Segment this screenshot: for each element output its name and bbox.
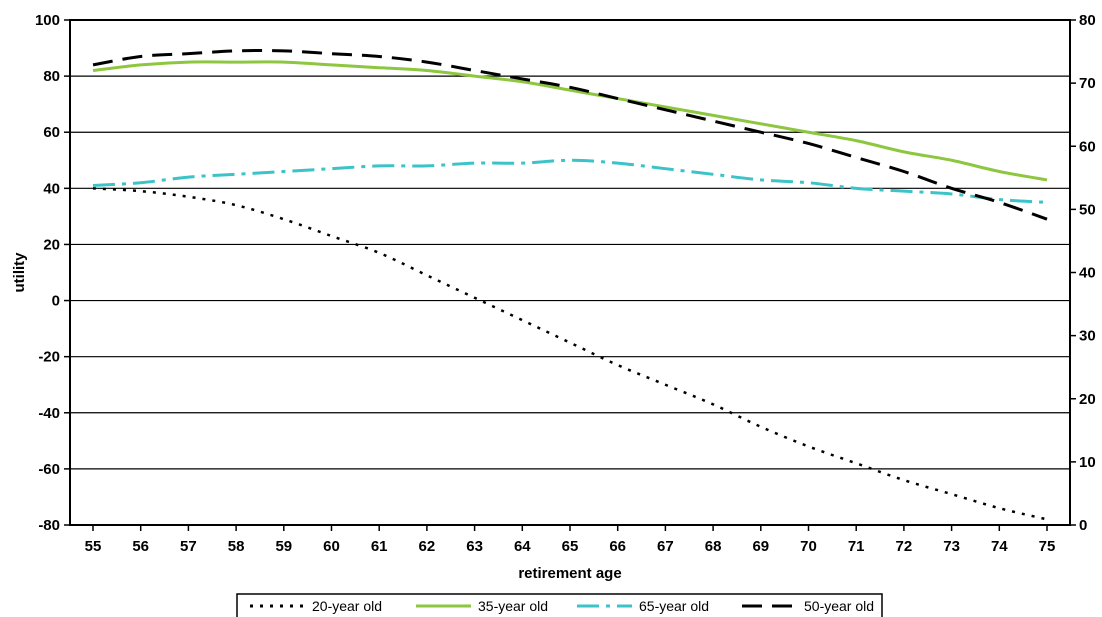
x-tick-label: 55 <box>85 538 102 555</box>
y-tick-label-right: 20 <box>1079 391 1096 408</box>
x-tick-label: 62 <box>419 538 436 555</box>
x-tick-label: 58 <box>228 538 245 555</box>
x-tick-label: 66 <box>609 538 626 555</box>
legend: 20-year old 35-year old 65-year old 50-year… <box>236 593 883 617</box>
legend-label-20-year-old: 20-year old <box>312 598 382 614</box>
x-tick-label: 60 <box>323 538 340 555</box>
x-tick-label: 72 <box>896 538 913 555</box>
legend-label-65-year-old: 65-year old <box>639 598 709 614</box>
y-tick-label-left: 0 <box>52 293 60 310</box>
x-axis-title: retirement age <box>518 565 621 582</box>
plot-border <box>69 19 1071 526</box>
x-tick-label: 57 <box>180 538 197 555</box>
y-tick-label-left: 60 <box>43 124 60 141</box>
x-tick-label: 64 <box>514 538 531 555</box>
y-tick-label-right: 30 <box>1079 328 1096 345</box>
gridlines <box>70 75 1070 470</box>
x-tick-label: 61 <box>371 538 388 555</box>
y-tick-label-left: 40 <box>43 180 60 197</box>
series-line-50-year-old <box>92 49 1048 221</box>
y-tick-label-right: 50 <box>1079 201 1096 218</box>
x-tick-label: 65 <box>562 538 579 555</box>
series-line-20-year-old <box>92 187 1048 521</box>
y-tick-label-right: 10 <box>1079 454 1096 471</box>
plot-frame <box>64 19 1076 531</box>
y-tick-label-right: 60 <box>1079 138 1096 155</box>
y-tick-label-left: 80 <box>43 68 60 85</box>
y-tick-label-right: 70 <box>1079 75 1096 92</box>
x-tick-label: 67 <box>657 538 674 555</box>
series-line-35-year-old <box>92 60 1048 182</box>
x-tick-label: 56 <box>132 538 149 555</box>
y-tick-label-left: -60 <box>38 461 60 478</box>
x-tick-label: 75 <box>1039 538 1056 555</box>
x-tick-label: 68 <box>705 538 722 555</box>
legend-label-35-year-old: 35-year old <box>478 598 548 614</box>
x-tick-label: 73 <box>943 538 960 555</box>
series-line-65-year-old <box>92 158 1048 204</box>
x-tick-label: 71 <box>848 538 865 555</box>
x-tick-label: 63 <box>466 538 483 555</box>
y-tick-label-right: 0 <box>1079 517 1087 534</box>
x-tick-label: 59 <box>275 538 292 555</box>
x-tick-label: 70 <box>800 538 817 555</box>
y-tick-label-right: 40 <box>1079 265 1096 282</box>
tick-labels: 100806040200-20-40-60-808070605040302010… <box>35 12 1096 555</box>
legend-box <box>236 593 883 617</box>
y-axis-title: utility <box>11 252 28 293</box>
x-tick-label: 74 <box>991 538 1008 555</box>
x-tick-label: 69 <box>752 538 769 555</box>
y-tick-label-left: -80 <box>38 517 60 534</box>
y-tick-label-left: -20 <box>38 349 60 366</box>
legend-label-50-year-old: 50-year old <box>804 598 874 614</box>
y-tick-label-left: 100 <box>35 12 60 29</box>
series-layer <box>92 49 1048 521</box>
y-tick-label-left: -40 <box>38 405 60 422</box>
y-tick-label-left: 20 <box>43 236 60 253</box>
y-tick-label-right: 80 <box>1079 12 1096 29</box>
